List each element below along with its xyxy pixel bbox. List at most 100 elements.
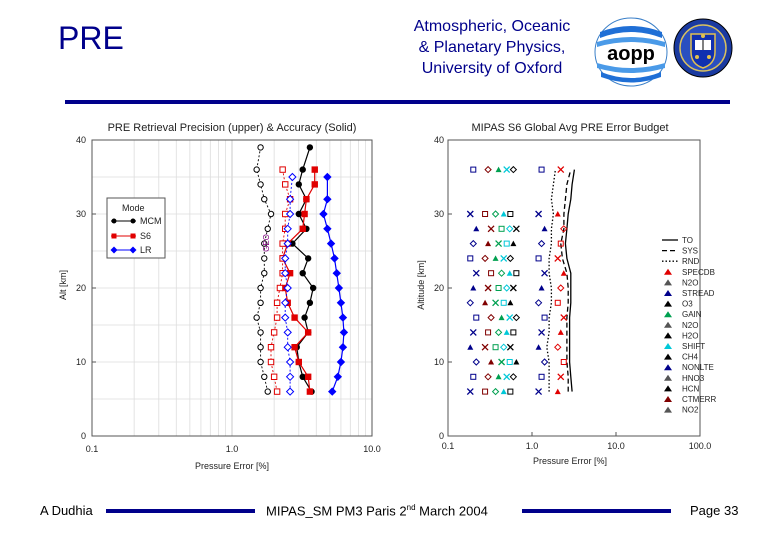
data-point xyxy=(254,315,259,320)
y-tick-label: 10 xyxy=(76,357,86,367)
data-point xyxy=(307,389,312,394)
data-point xyxy=(331,255,338,262)
budget-marker xyxy=(467,300,473,306)
data-point xyxy=(289,174,296,181)
legend-marker-swatch xyxy=(664,354,672,360)
y-tick-label: 30 xyxy=(434,209,444,219)
data-point xyxy=(302,211,307,216)
budget-marker xyxy=(507,360,512,365)
legend-marker-swatch xyxy=(664,279,672,285)
oxford-crest-icon xyxy=(672,14,734,94)
data-point xyxy=(262,197,267,202)
budget-marker xyxy=(561,315,567,321)
budget-marker xyxy=(513,359,519,365)
aopp-logo-icon: aopp xyxy=(592,16,670,88)
budget-marker xyxy=(470,241,476,247)
data-point xyxy=(339,344,346,351)
footer-page: Page 33 xyxy=(690,503,738,518)
budget-marker xyxy=(513,315,519,321)
budget-marker xyxy=(485,167,491,173)
legend-entry: CTMERR xyxy=(682,395,716,404)
legend-title: Mode xyxy=(122,203,145,213)
legend-entry: HNO3 xyxy=(682,374,705,383)
y-tick-label: 0 xyxy=(439,431,444,441)
data-point xyxy=(258,345,263,350)
budget-marker xyxy=(561,360,566,365)
data-point xyxy=(304,197,309,202)
institution-line-1: Atmospheric, Oceanic xyxy=(382,16,602,37)
budget-marker xyxy=(467,344,473,350)
budget-marker xyxy=(467,389,473,395)
x-tick-label: 100.0 xyxy=(689,441,712,451)
budget-marker xyxy=(555,300,560,305)
left-chart-legend: Mode MCM S6 LR xyxy=(107,198,165,258)
budget-marker xyxy=(496,241,502,247)
budget-marker xyxy=(493,300,499,306)
legend-entry: O3 xyxy=(682,300,693,309)
budget-marker xyxy=(504,374,510,380)
page-title: PRE xyxy=(58,20,124,57)
legend-entry: N2O xyxy=(682,321,698,330)
right-chart-title: MIPAS S6 Global Avg PRE Error Budget xyxy=(471,122,668,134)
budget-marker xyxy=(536,344,542,350)
legend-entry: CH4 xyxy=(682,353,699,362)
data-point xyxy=(300,271,305,276)
budget-marker xyxy=(483,212,488,217)
left-chart-annotation: GEO xyxy=(262,234,271,252)
budget-marker xyxy=(488,315,494,321)
error-budget-chart: MIPAS S6 Global Avg PRE Error Budget Pre… xyxy=(400,115,780,480)
data-point xyxy=(300,374,305,379)
legend-marker-swatch xyxy=(664,343,672,349)
footer-meeting-prefix: MIPAS_SM PM3 Paris 2 xyxy=(266,503,407,518)
legend-entry-s6: S6 xyxy=(140,231,151,241)
data-point xyxy=(258,145,263,150)
data-point xyxy=(258,330,263,335)
legend-marker-swatch xyxy=(664,396,672,402)
data-point xyxy=(312,182,317,187)
data-point xyxy=(262,374,267,379)
x-tick-label: 10.0 xyxy=(363,444,381,454)
data-point xyxy=(307,145,312,150)
data-point xyxy=(320,211,327,218)
precision-accuracy-chart: PRE Retrieval Precision (upper) & Accura… xyxy=(0,115,390,480)
budget-marker xyxy=(499,315,505,321)
legend-entry: TO xyxy=(682,236,693,245)
right-chart-xlabel: Pressure Error [%] xyxy=(533,456,607,466)
data-point xyxy=(277,285,282,290)
x-tick-label: 10.0 xyxy=(607,441,625,451)
x-tick-label: 0.1 xyxy=(86,444,99,454)
data-point xyxy=(274,389,279,394)
budget-marker xyxy=(542,226,548,232)
data-point xyxy=(340,329,347,336)
budget-marker xyxy=(496,286,501,291)
budget-marker xyxy=(508,389,513,394)
budget-marker xyxy=(486,330,491,335)
data-point xyxy=(280,167,285,172)
data-point xyxy=(265,226,270,231)
data-point xyxy=(302,315,307,320)
budget-marker xyxy=(507,255,513,261)
budget-marker xyxy=(473,270,479,276)
budget-marker xyxy=(510,241,516,247)
budget-marker xyxy=(510,285,516,291)
data-point xyxy=(274,315,279,320)
legend-entry: STREAD xyxy=(682,289,715,298)
institution-line-2: & Planetary Physics, xyxy=(382,37,602,58)
budget-marker xyxy=(501,211,507,217)
budget-marker xyxy=(499,359,505,365)
data-point xyxy=(258,300,263,305)
budget-marker xyxy=(536,300,542,306)
budget-marker xyxy=(501,344,507,350)
legend-entry: SHIFT xyxy=(682,342,705,351)
data-point xyxy=(333,270,340,277)
budget-marker xyxy=(514,271,519,276)
budget-marker xyxy=(536,389,542,395)
budget-line-rnd xyxy=(547,170,556,392)
budget-marker xyxy=(488,226,494,232)
data-point xyxy=(305,330,310,335)
institution-line-3: University of Oxford xyxy=(382,58,602,79)
footer-author: A Dudhia xyxy=(40,503,93,518)
budget-marker xyxy=(504,241,509,246)
budget-marker xyxy=(536,211,542,217)
budget-marker xyxy=(504,329,510,335)
